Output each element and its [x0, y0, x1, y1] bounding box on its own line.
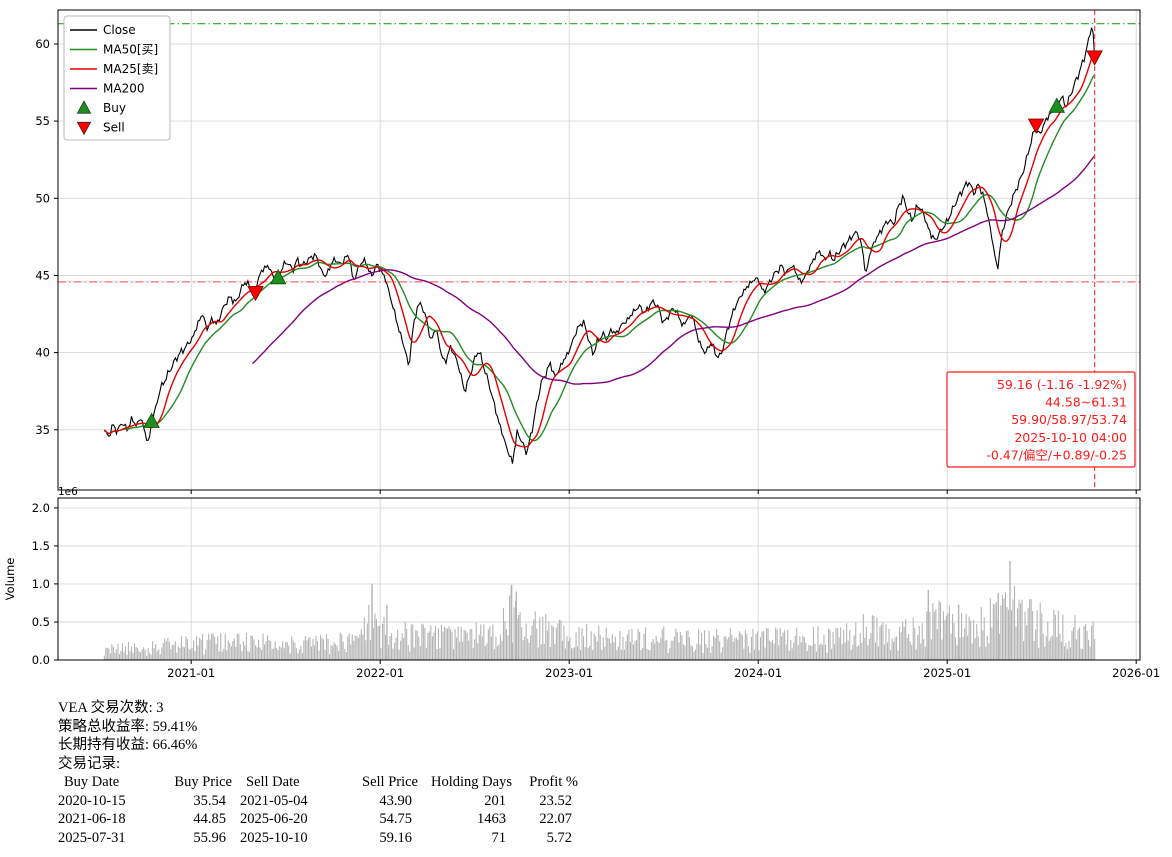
- trade-cell: 55.96: [193, 829, 226, 846]
- price-ytick-label: 55: [35, 114, 50, 128]
- volume-ytick-label: 0.0: [32, 653, 50, 667]
- price-panel-border: [57, 9, 1141, 491]
- legend: Close MA50[买] MA25[卖] MA200 Buy Sell: [63, 15, 171, 141]
- xtick-label: 2022-01: [356, 666, 404, 680]
- stats-strategy-return: 策略总收益率: 59.41%: [58, 718, 198, 735]
- volume-spike: [515, 591, 517, 660]
- trade-markers: [143, 50, 1103, 428]
- trade-cell: 201: [484, 792, 506, 809]
- trade-cell: 44.85: [193, 811, 226, 827]
- tick-marks: [54, 43, 1137, 664]
- trade-cell: 2025-10-10: [240, 829, 308, 846]
- trade-col-header: Holding Days: [431, 774, 512, 790]
- trade-cell: 71: [491, 829, 507, 846]
- trade-row: 2020-10-15 35.54 2021-05-04 43.90 201 23.52: [58, 792, 578, 811]
- legend-label: MA50[买]: [103, 43, 158, 57]
- trade-cell: 59.16: [379, 829, 412, 846]
- trade-row: 2025-07-31 55.96 2025-10-10 59.16 71 5.72: [58, 829, 578, 848]
- legend-sell-marker: [76, 121, 92, 136]
- trade-col-header: Buy Date: [64, 774, 120, 790]
- trade-cell: 5.72: [546, 829, 572, 846]
- trade-cell: 35.54: [193, 792, 226, 809]
- price-ytick-label: 45: [35, 269, 50, 283]
- volume-spike: [957, 604, 960, 660]
- trade-cell: 2020-10-15: [58, 792, 126, 809]
- volume-spike: [371, 583, 373, 660]
- stats-block: VEA 交易次数: 3 策略总收益率: 59.41% 长期持有收益: 66.46…: [58, 699, 578, 847]
- volume-panel-border: [57, 497, 1141, 661]
- trade-cell: 2021-06-18: [58, 811, 126, 827]
- volume-spike: [1009, 561, 1011, 660]
- volume-spike: [510, 584, 513, 660]
- volume-scale-label: 1e6: [58, 486, 78, 498]
- ma50-line: [103, 74, 1096, 442]
- annotation-line: -0.47/偏空/+0.89/-0.25: [986, 447, 1127, 462]
- trade-row: 2021-06-18 44.85 2025-06-20 54.75 1463 22.07: [58, 810, 578, 829]
- legend-label: Sell: [103, 121, 125, 135]
- ma25-line: [103, 51, 1096, 448]
- annotation-line: 59.16 (-1.16 -1.92%): [997, 377, 1127, 392]
- volume-spike: [927, 590, 929, 660]
- price-series: [103, 27, 1096, 464]
- trade-cell: 2025-07-31: [58, 829, 126, 846]
- close-line: [104, 27, 1096, 464]
- trade-col-header: Sell Price: [362, 774, 418, 790]
- trade-cell: 1463: [477, 811, 506, 827]
- volume-ytick-label: 1.0: [32, 577, 50, 591]
- stats-records-title: 交易记录:: [58, 755, 121, 772]
- volume-spike: [997, 593, 999, 660]
- trade-table-header: Buy Date Buy Price Sell Date Sell Price Hold…: [58, 773, 578, 792]
- legend-box: [63, 15, 171, 141]
- tick-labels: 35 40 45 50 55 60 0.0 0.5 1.0 1.5 2.0 2021-01 2022-0…: [32, 37, 1161, 680]
- price-annotation: 59.16 (-1.16 -1.92%) 44.58~61.31 59.90/58.…: [946, 371, 1136, 468]
- volume-bars: [103, 561, 1096, 660]
- annotation-line: 2025-10-10 04:00: [1014, 430, 1127, 445]
- legend-label: MA25[卖]: [103, 62, 158, 76]
- reference-hlines: [58, 23, 1140, 283]
- trade-col-header: Profit %: [529, 774, 578, 790]
- sell-marker: [1086, 50, 1103, 66]
- price-ytick-label: 60: [35, 37, 50, 51]
- volume-axis-title: Volume: [3, 558, 17, 601]
- volume-ytick-label: 0.5: [32, 615, 50, 629]
- xtick-label: 2024-01: [734, 666, 782, 680]
- trade-col-header: Sell Date: [246, 774, 300, 790]
- annotation-line: 44.58~61.31: [1045, 395, 1127, 410]
- annotation-line: 59.90/58.97/53.74: [1011, 412, 1127, 427]
- trade-col-header: Buy Price: [174, 774, 232, 790]
- price-ytick-label: 50: [35, 191, 50, 205]
- sell-marker: [1027, 118, 1045, 134]
- xtick-label: 2026-01: [1112, 666, 1160, 680]
- legend-label: Close: [103, 23, 136, 37]
- volume-ytick-label: 1.5: [32, 539, 50, 553]
- trade-cell: 54.75: [379, 811, 412, 827]
- strategy-chart: 35 40 45 50 55 60 0.0 0.5 1.0 1.5 2.0 2021-01 2022-0…: [3, 9, 1161, 680]
- volume-spike: [386, 605, 388, 660]
- trade-cell: 43.90: [379, 792, 412, 809]
- legend-label: Buy: [103, 101, 126, 115]
- trade-cell: 23.52: [539, 792, 572, 809]
- trade-cell: 22.07: [539, 811, 572, 827]
- sell-marker: [247, 286, 264, 302]
- ma200-line: [252, 155, 1096, 385]
- trade-table: Buy Date Buy Price Sell Date Sell Price Hold…: [58, 773, 578, 847]
- stats-buyhold-return: 长期持有收益: 66.46%: [58, 737, 198, 753]
- xtick-label: 2023-01: [545, 666, 593, 680]
- price-ytick-label: 40: [35, 346, 50, 360]
- stats-trade-count: VEA 交易次数: 3: [58, 700, 164, 716]
- trade-cell: 2025-06-20: [240, 811, 308, 827]
- xtick-label: 2021-01: [167, 666, 215, 680]
- buy-marker: [143, 412, 160, 428]
- annotation-box: [946, 371, 1136, 468]
- legend-label: MA200: [103, 82, 144, 96]
- volume-ytick-label: 2.0: [32, 501, 50, 515]
- trade-cell: 2021-05-04: [240, 792, 308, 809]
- xtick-label: 2025-01: [923, 666, 971, 680]
- price-ytick-label: 35: [35, 423, 50, 437]
- legend-buy-marker: [76, 100, 92, 114]
- buy-marker: [269, 268, 287, 285]
- grid-lines: [58, 10, 1140, 661]
- buy-marker: [1048, 97, 1066, 113]
